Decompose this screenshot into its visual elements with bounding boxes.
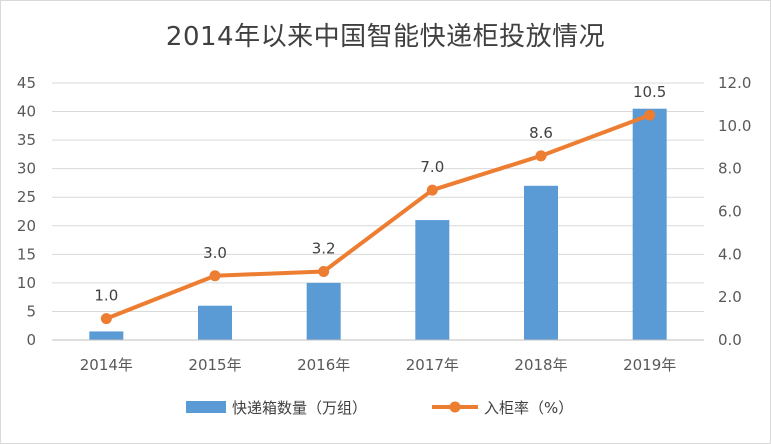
legend: 快递箱数量（万组） 入柜率（%） [186,399,573,417]
bar [89,331,124,340]
y-right-tick-label: 6.0 [718,203,742,221]
gridlines [52,82,704,312]
legend-swatch-bar [186,401,226,413]
y-left-tick-label: 0 [26,331,36,349]
bar [198,305,232,340]
y-left-tick-label: 40 [17,103,36,121]
axes: 0 5 10 15 20 25 30 35 40 45 0.0 2.0 4.0 6.0 8.0 10.0 12.… [17,74,752,374]
y-left-tick-label: 35 [17,131,36,149]
bar [306,282,341,340]
x-tick-label: 2015年 [188,356,241,374]
line-point [318,265,330,277]
data-label: 8.6 [529,124,553,142]
bar [524,185,558,340]
y-right-tick-label: 0.0 [718,331,742,349]
line-point [426,184,438,196]
y-right-tick-label: 4.0 [718,245,742,263]
y-left-tick-label: 45 [17,74,36,92]
x-tick-label: 2018年 [514,356,567,374]
bar [415,220,450,340]
data-label: 7.0 [420,158,444,176]
line-path [104,113,652,321]
line-point [209,270,221,282]
y-right-tick-label: 12.0 [718,74,751,92]
y-left-tick-label: 25 [17,188,36,206]
y-left-tick-label: 10 [17,274,36,292]
x-tick-label: 2017年 [406,356,459,374]
data-label: 3.0 [203,244,227,262]
y-left-tick-label: 20 [17,217,36,235]
legend-marker-line [449,401,461,413]
x-tick-label: 2016年 [297,356,350,374]
line-point [535,150,547,162]
y-right-tick-label: 10.0 [718,117,751,135]
y-left-tick-label: 15 [17,245,36,263]
y-left-tick-label: 5 [26,302,36,320]
data-label: 10.5 [633,83,666,101]
x-tick-label: 2014年 [80,356,133,374]
data-label: 1.0 [94,287,118,305]
data-label: 3.2 [312,239,336,257]
chart-title: 2014年以来中国智能快递柜投放情况 [165,22,606,52]
bar [632,108,667,340]
line-point [644,109,656,121]
bar-series [89,108,667,340]
line-series: 1.0 3.0 3.2 7.0 8.6 10.5 [94,83,666,325]
y-right-tick-label: 2.0 [718,288,742,306]
line-point [100,313,112,325]
legend-label-line: 入柜率（%） [484,399,573,417]
legend-label-bar: 快递箱数量（万组） [232,399,367,417]
y-left-tick-label: 30 [17,160,36,178]
y-right-tick-label: 8.0 [718,160,742,178]
x-tick-label: 2019年 [623,356,676,374]
